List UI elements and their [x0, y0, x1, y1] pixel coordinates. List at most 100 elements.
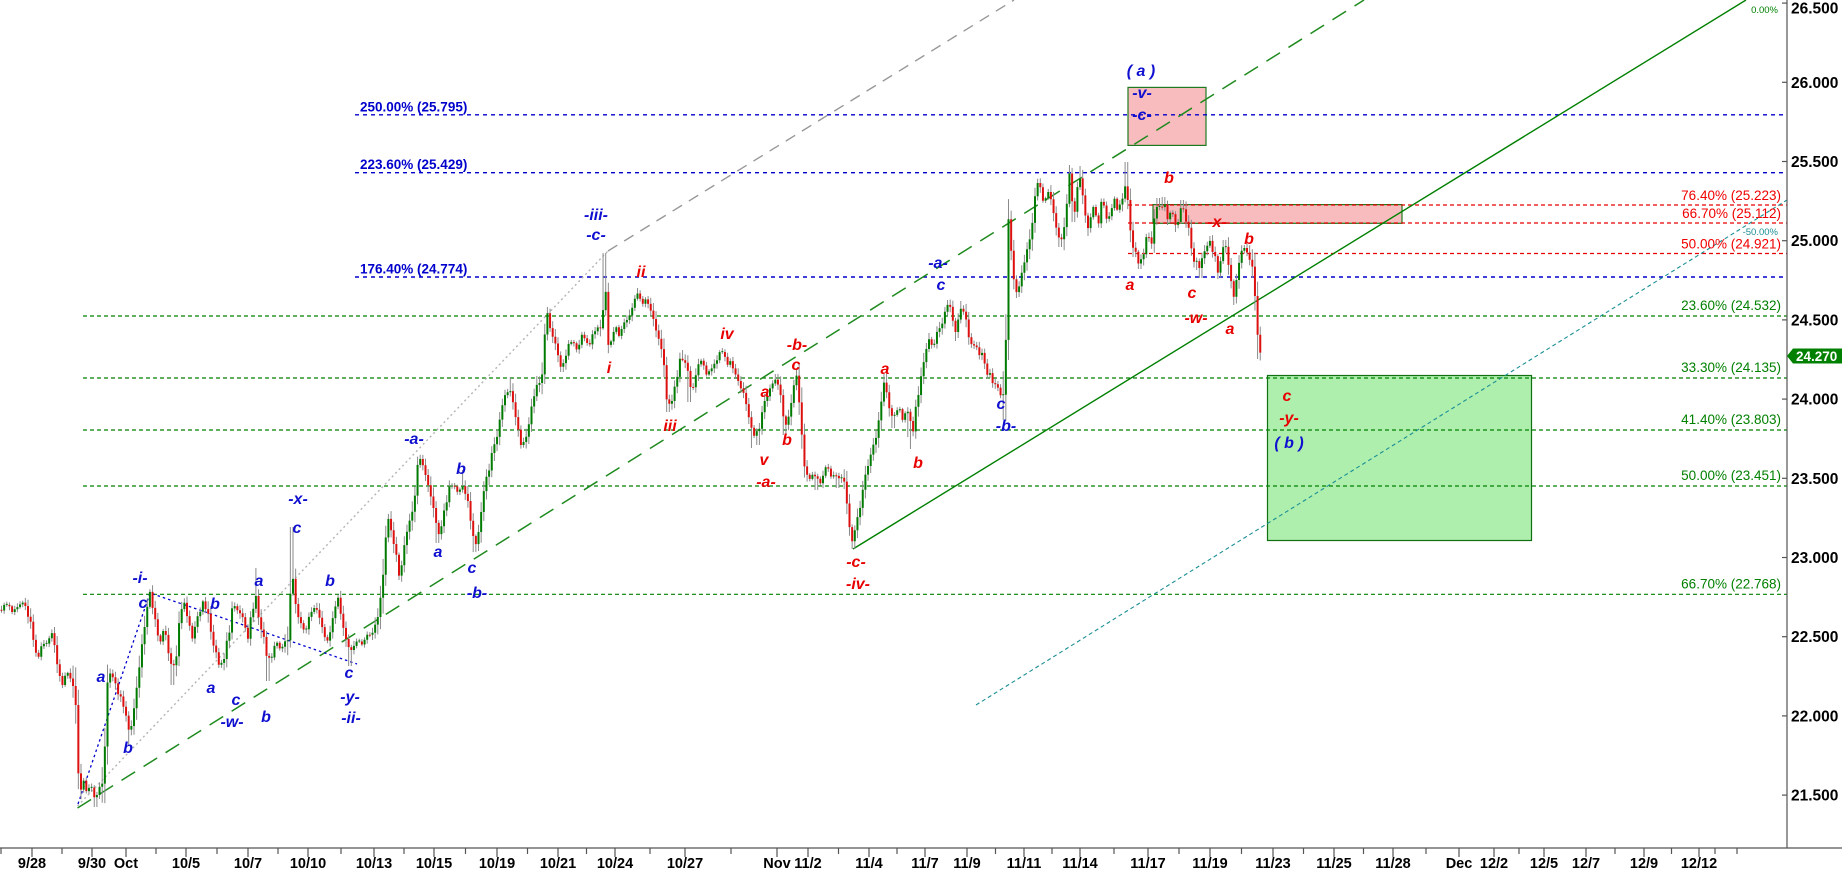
svg-text:76.40% (25.223): 76.40% (25.223) — [1681, 188, 1781, 203]
svg-text:176.40% (24.774): 176.40% (24.774) — [360, 262, 467, 277]
svg-text:a: a — [881, 361, 890, 378]
svg-text:-b-: -b- — [787, 337, 807, 354]
svg-text:10/24: 10/24 — [597, 856, 633, 872]
svg-text:23.000: 23.000 — [1791, 550, 1838, 567]
svg-text:( b ): ( b ) — [1274, 435, 1303, 452]
svg-text:50.00% (23.451): 50.00% (23.451) — [1681, 468, 1781, 483]
svg-text:21.500: 21.500 — [1791, 788, 1838, 805]
svg-text:-iii-: -iii- — [584, 207, 608, 224]
svg-text:24.000: 24.000 — [1791, 392, 1838, 409]
svg-text:b: b — [456, 461, 466, 478]
svg-text:9/28: 9/28 — [18, 856, 46, 872]
svg-text:-c-: -c- — [1132, 107, 1152, 124]
svg-text:b: b — [1244, 231, 1254, 248]
svg-text:c: c — [345, 665, 354, 682]
svg-text:-a-: -a- — [404, 431, 424, 448]
svg-text:-i-: -i- — [132, 570, 147, 587]
svg-text:b: b — [210, 596, 220, 613]
svg-text:-y-: -y- — [340, 689, 360, 706]
svg-text:-ii-: -ii- — [341, 710, 361, 727]
svg-text:41.40% (23.803): 41.40% (23.803) — [1681, 412, 1781, 427]
svg-text:Dec: Dec — [1446, 856, 1473, 872]
svg-text:22.000: 22.000 — [1791, 708, 1838, 725]
svg-text:11/17: 11/17 — [1130, 856, 1166, 872]
svg-text:12/7: 12/7 — [1572, 856, 1600, 872]
svg-text:-a-: -a- — [756, 474, 776, 491]
svg-text:12/12: 12/12 — [1681, 856, 1717, 872]
svg-text:0.00%: 0.00% — [1751, 5, 1778, 16]
svg-text:23.60% (24.532): 23.60% (24.532) — [1681, 298, 1781, 313]
svg-text:i: i — [607, 360, 612, 377]
svg-text:Oct: Oct — [114, 856, 138, 872]
svg-text:iii: iii — [663, 418, 677, 435]
svg-text:11/7: 11/7 — [911, 856, 938, 872]
svg-text:a: a — [97, 669, 106, 686]
svg-text:11/9: 11/9 — [953, 856, 980, 872]
svg-text:c: c — [1188, 285, 1197, 302]
svg-text:-c-: -c- — [846, 554, 866, 571]
svg-text:c: c — [468, 560, 477, 577]
svg-text:12/9: 12/9 — [1630, 856, 1658, 872]
svg-text:-x-: -x- — [288, 491, 308, 508]
svg-text:c: c — [139, 595, 148, 612]
svg-text:c: c — [1283, 388, 1292, 405]
svg-text:11/25: 11/25 — [1316, 856, 1352, 872]
svg-text:24.500: 24.500 — [1791, 312, 1838, 329]
svg-text:10/27: 10/27 — [667, 856, 703, 872]
svg-text:66.70% (22.768): 66.70% (22.768) — [1681, 576, 1781, 591]
svg-text:iv: iv — [720, 326, 734, 343]
svg-text:ii: ii — [637, 264, 646, 281]
svg-text:c: c — [792, 357, 801, 374]
svg-text:c: c — [293, 520, 302, 537]
svg-text:-y-: -y- — [1279, 410, 1299, 427]
svg-text:-50.00%: -50.00% — [1743, 227, 1779, 238]
svg-text:-w-: -w- — [1184, 310, 1207, 327]
svg-text:a: a — [434, 544, 443, 561]
svg-text:a: a — [255, 573, 264, 590]
svg-text:a: a — [1126, 277, 1135, 294]
svg-text:10/15: 10/15 — [416, 856, 452, 872]
svg-text:26.000: 26.000 — [1791, 75, 1838, 92]
svg-text:11/14: 11/14 — [1062, 856, 1098, 872]
svg-text:( a ): ( a ) — [1127, 63, 1155, 80]
svg-text:11/2: 11/2 — [794, 856, 821, 872]
svg-text:-a-: -a- — [928, 255, 948, 272]
svg-text:10/5: 10/5 — [172, 856, 200, 872]
svg-text:25.000: 25.000 — [1791, 233, 1838, 250]
svg-text:9/30: 9/30 — [78, 856, 106, 872]
svg-text:10/13: 10/13 — [356, 856, 392, 872]
svg-text:Nov: Nov — [763, 856, 790, 872]
svg-text:66.70% (25.112): 66.70% (25.112) — [1682, 206, 1781, 221]
svg-text:11/19: 11/19 — [1192, 856, 1228, 872]
svg-text:22.500: 22.500 — [1791, 629, 1838, 646]
svg-text:11/11: 11/11 — [1007, 856, 1042, 872]
svg-text:a: a — [207, 680, 216, 697]
svg-text:223.60% (25.429): 223.60% (25.429) — [360, 157, 467, 172]
svg-text:11/4: 11/4 — [855, 856, 882, 872]
svg-text:10/7: 10/7 — [234, 856, 262, 872]
svg-text:12/5: 12/5 — [1530, 856, 1558, 872]
svg-text:c: c — [937, 277, 946, 294]
svg-text:-w-: -w- — [220, 714, 243, 731]
svg-text:a: a — [761, 384, 770, 401]
svg-text:-b-: -b- — [467, 585, 487, 602]
svg-text:26.500: 26.500 — [1791, 1, 1838, 18]
svg-text:v: v — [760, 452, 770, 469]
svg-text:10/10: 10/10 — [290, 856, 326, 872]
svg-text:11/23: 11/23 — [1255, 856, 1291, 872]
svg-text:b: b — [325, 573, 335, 590]
svg-text:12/2: 12/2 — [1480, 856, 1508, 872]
svg-text:b: b — [123, 740, 133, 757]
svg-text:-v-: -v- — [1132, 85, 1152, 102]
svg-text:b: b — [782, 432, 792, 449]
svg-text:33.30% (24.135): 33.30% (24.135) — [1681, 360, 1781, 375]
svg-text:-x-: -x- — [1207, 214, 1227, 231]
svg-text:b: b — [913, 455, 923, 472]
svg-text:-b-: -b- — [996, 418, 1016, 435]
svg-text:25.500: 25.500 — [1791, 154, 1838, 171]
svg-text:23.500: 23.500 — [1791, 471, 1838, 488]
svg-text:-c-: -c- — [586, 227, 606, 244]
svg-text:10/19: 10/19 — [479, 856, 515, 872]
svg-text:a: a — [1226, 321, 1235, 338]
svg-text:c: c — [232, 692, 241, 709]
